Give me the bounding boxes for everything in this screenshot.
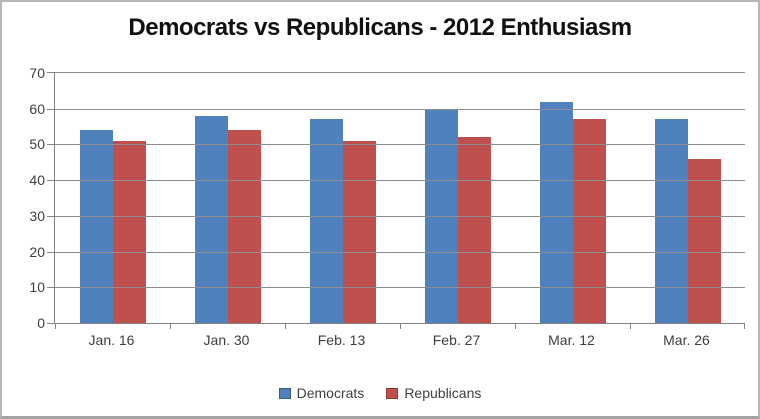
y-tick-mark-60 <box>47 108 55 110</box>
x-tick-mark-0 <box>55 324 56 329</box>
x-axis-label-6: Mar. 26 <box>663 332 710 348</box>
gridline-40 <box>55 180 745 182</box>
y-tick-label-40: 40 <box>29 172 45 189</box>
x-tick-mark-4 <box>514 324 516 329</box>
x-axis-label-1: Jan. 16 <box>88 332 135 348</box>
y-tick-label-70: 70 <box>29 65 45 81</box>
y-tick-label-10: 10 <box>29 279 45 296</box>
bar-republicans-1 <box>112 140 146 323</box>
y-tick-label-60: 60 <box>29 100 45 117</box>
x-tick-mark-3 <box>400 324 401 329</box>
gridline-30 <box>55 215 745 217</box>
legend-item-democrats: Democrats <box>278 385 365 401</box>
gridline-60 <box>55 108 745 110</box>
legend-item-republicans: Republicans <box>386 385 481 401</box>
y-tick-label-0: 0 <box>37 315 45 331</box>
bar-republicans-6 <box>687 158 721 323</box>
x-tick-mark-2 <box>284 324 286 329</box>
bar-group-mar-26 <box>630 73 745 323</box>
legend-swatch-republicans <box>386 387 399 399</box>
y-tick-mark-30 <box>47 215 55 217</box>
y-tick-mark-50 <box>47 144 55 146</box>
plot-area: 0 10 20 30 40 50 60 70 <box>29 65 745 331</box>
bar-democrats-1 <box>79 130 113 323</box>
gridline-50 <box>55 144 745 146</box>
gridline-70 <box>55 72 745 73</box>
bar-group-feb-27 <box>400 73 515 323</box>
bar-republicans-5 <box>572 119 606 323</box>
y-tick-mark-40 <box>47 180 55 182</box>
x-axis-label-2: Jan. 30 <box>203 332 250 348</box>
gridline-20 <box>55 251 745 253</box>
bar-group-feb-13 <box>285 73 400 323</box>
x-tick-mark-6 <box>744 324 745 329</box>
chart-title: Democrats vs Republicans - 2012 Enthusia… <box>128 14 632 41</box>
legend-swatch-democrats <box>278 387 291 399</box>
y-tick-mark-20 <box>47 251 55 253</box>
legend-label-democrats: Democrats <box>296 385 365 401</box>
bar-group-jan-16 <box>55 73 170 323</box>
y-tick-label-20: 20 <box>29 243 45 260</box>
y-tick-mark-70 <box>47 72 55 73</box>
legend-label-republicans: Republicans <box>404 385 482 401</box>
y-tick-label-50: 50 <box>29 136 45 153</box>
gridline-10 <box>55 287 745 289</box>
bar-democrats-6 <box>654 119 688 323</box>
y-tick-mark-10 <box>47 287 55 289</box>
bar-republicans-2 <box>227 130 261 323</box>
y-tick-mark-0 <box>47 323 55 324</box>
x-axis-labels: Jan. 16 Jan. 30 Feb. 13 Feb. 27 Mar. 12 Mar. … <box>54 332 744 348</box>
x-axis-label-5: Mar. 12 <box>548 332 595 348</box>
bar-group-mar-12 <box>515 73 630 323</box>
bar-democrats-2 <box>194 115 228 323</box>
legend: Democrats Republicans <box>2 385 758 401</box>
bar-groups <box>55 73 745 323</box>
bar-republicans-3 <box>342 140 376 323</box>
x-tick-mark-1 <box>169 324 171 329</box>
bar-republicans-4 <box>457 137 491 323</box>
bar-democrats-5 <box>539 101 573 323</box>
bar-democrats-3 <box>309 119 343 323</box>
x-axis-label-4: Feb. 27 <box>432 332 481 348</box>
bar-group-jan-30 <box>170 73 285 323</box>
x-tick-mark-5 <box>630 324 631 329</box>
x-axis-label-3: Feb. 13 <box>317 332 366 348</box>
y-tick-label-30: 30 <box>29 207 45 224</box>
